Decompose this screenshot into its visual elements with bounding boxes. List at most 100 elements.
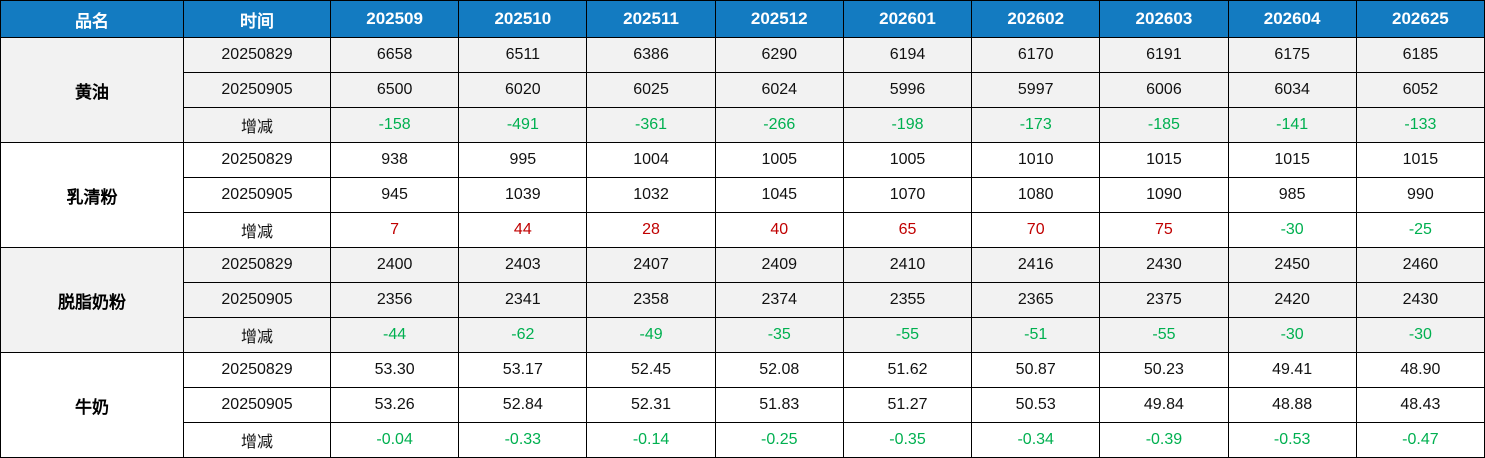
price-value-cell: 50.23: [1099, 352, 1229, 388]
table-row: 增减 -158 -491 -361 -266 -198 -173 -185 -141 -133: [1, 107, 1485, 143]
row-label-cell: 增减: [183, 422, 331, 458]
change-value-cell: -62: [458, 317, 588, 353]
price-value-cell: 48.90: [1355, 352, 1485, 388]
row-label-cell: 20250829: [183, 247, 331, 283]
price-value-cell: 1070: [842, 177, 973, 213]
price-value-cell: 2430: [1355, 282, 1485, 318]
change-value-cell: -491: [458, 107, 588, 143]
change-value-cell: -0.35: [842, 422, 973, 458]
table-row: 20250905 945 1039 1032 1045 1070 1080 1090 985 99…: [1, 177, 1485, 213]
row-label-cell: 增减: [183, 212, 331, 248]
price-value-cell: 2460: [1355, 247, 1485, 283]
price-value-cell: 6020: [458, 72, 588, 108]
change-value-cell: -0.34: [971, 422, 1101, 458]
change-value-cell: -49: [586, 317, 716, 353]
price-value-cell: 1004: [586, 142, 716, 178]
price-value-cell: 938: [329, 142, 460, 178]
price-value-cell: 2416: [971, 247, 1101, 283]
contract-column-header: 202602: [971, 0, 1101, 38]
change-value-cell: -185: [1099, 107, 1229, 143]
product-name-cell: 黄油: [0, 37, 184, 143]
table-row: 增减 7 44 28 40 65 70 75 -30 -25: [1, 212, 1485, 248]
price-value-cell: 1080: [971, 177, 1101, 213]
change-value-cell: -35: [714, 317, 844, 353]
row-label-cell: 20250905: [183, 387, 331, 423]
price-value-cell: 51.27: [842, 387, 973, 423]
contract-column-header: 202510: [458, 0, 588, 38]
change-value-cell: 40: [714, 212, 844, 248]
table-row: 增减 -44 -62 -49 -35 -55 -51 -55 -30 -30: [1, 317, 1485, 353]
change-value-cell: -0.04: [329, 422, 460, 458]
product-name-cell: 乳清粉: [0, 142, 184, 248]
price-value-cell: 52.08: [714, 352, 844, 388]
price-value-cell: 52.31: [586, 387, 716, 423]
product-column-header: 品名: [0, 0, 184, 38]
change-value-cell: 65: [842, 212, 973, 248]
change-value-cell: -30: [1227, 317, 1357, 353]
contract-column-header: 202509: [329, 0, 460, 38]
change-value-cell: -266: [714, 107, 844, 143]
change-value-cell: -141: [1227, 107, 1357, 143]
price-value-cell: 52.84: [458, 387, 588, 423]
price-value-cell: 945: [329, 177, 460, 213]
price-value-cell: 5996: [842, 72, 973, 108]
price-value-cell: 2407: [586, 247, 716, 283]
change-value-cell: -173: [971, 107, 1101, 143]
price-value-cell: 6500: [329, 72, 460, 108]
price-value-cell: 6194: [842, 37, 973, 73]
price-value-cell: 50.53: [971, 387, 1101, 423]
price-value-cell: 995: [458, 142, 588, 178]
price-value-cell: 1005: [714, 142, 844, 178]
price-value-cell: 2375: [1099, 282, 1229, 318]
row-label-cell: 20250829: [183, 142, 331, 178]
row-label-cell: 20250905: [183, 177, 331, 213]
price-value-cell: 6006: [1099, 72, 1229, 108]
price-value-cell: 6175: [1227, 37, 1357, 73]
table-row: 黄油 20250829 6658 6511 6386 6290 6194 6170 6191 61…: [0, 37, 1485, 143]
price-value-cell: 1015: [1355, 142, 1485, 178]
change-value-cell: 75: [1099, 212, 1229, 248]
table-row: 乳清粉 20250829 938 995 1004 1005 1005 1010 1015 101…: [0, 142, 1485, 248]
price-value-cell: 2341: [458, 282, 588, 318]
price-value-cell: 49.41: [1227, 352, 1357, 388]
price-value-cell: 1015: [1227, 142, 1357, 178]
price-value-cell: 1039: [458, 177, 588, 213]
price-value-cell: 985: [1227, 177, 1357, 213]
price-value-cell: 6290: [714, 37, 844, 73]
change-value-cell: 7: [329, 212, 460, 248]
table-row: 增减 -0.04 -0.33 -0.14 -0.25 -0.35 -0.34 -0.39 -0.…: [1, 422, 1485, 458]
table-row: 牛奶 20250829 53.30 53.17 52.45 52.08 51.62 50.87…: [0, 352, 1485, 458]
price-value-cell: 2374: [714, 282, 844, 318]
change-value-cell: -198: [842, 107, 973, 143]
price-value-cell: 6386: [586, 37, 716, 73]
price-value-cell: 2430: [1099, 247, 1229, 283]
row-label-cell: 20250829: [183, 37, 331, 73]
change-value-cell: -158: [329, 107, 460, 143]
change-value-cell: -0.33: [458, 422, 588, 458]
table-row: 脱脂奶粉 20250829 2400 2403 2407 2409 2410 2416 2430…: [0, 247, 1485, 353]
price-value-cell: 51.62: [842, 352, 973, 388]
price-value-cell: 6034: [1227, 72, 1357, 108]
table-row: 20250905 53.26 52.84 52.31 51.83 51.27 50.53 49…: [1, 387, 1485, 423]
price-value-cell: 53.26: [329, 387, 460, 423]
price-value-cell: 2403: [458, 247, 588, 283]
change-value-cell: 28: [586, 212, 716, 248]
price-value-cell: 52.45: [586, 352, 716, 388]
price-value-cell: 2400: [329, 247, 460, 283]
price-value-cell: 53.17: [458, 352, 588, 388]
contract-column-header: 202604: [1227, 0, 1357, 38]
change-value-cell: -44: [329, 317, 460, 353]
row-label-cell: 20250905: [183, 282, 331, 318]
price-value-cell: 1015: [1099, 142, 1229, 178]
price-value-cell: 53.30: [329, 352, 460, 388]
row-label-cell: 增减: [183, 317, 331, 353]
price-value-cell: 2355: [842, 282, 973, 318]
contract-column-header: 202512: [714, 0, 844, 38]
price-value-cell: 48.43: [1355, 387, 1485, 423]
row-label-cell: 20250905: [183, 72, 331, 108]
price-value-cell: 6025: [586, 72, 716, 108]
contract-column-header: 202603: [1099, 0, 1229, 38]
price-value-cell: 6511: [458, 37, 588, 73]
price-value-cell: 48.88: [1227, 387, 1357, 423]
